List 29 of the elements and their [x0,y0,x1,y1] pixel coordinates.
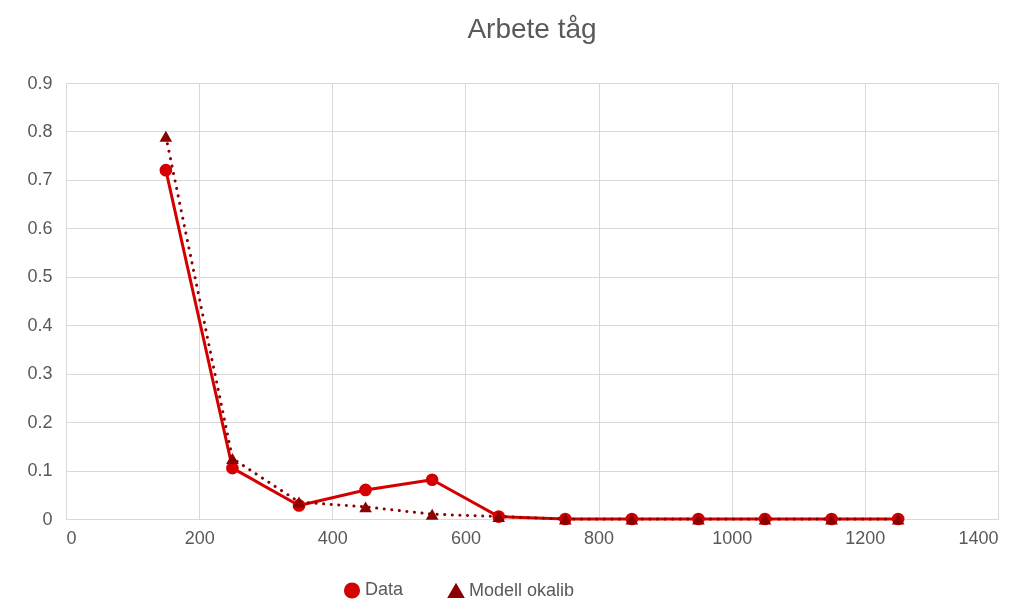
x-tick-label: 600 [450,527,481,548]
y-tick-label: 0.4 [27,314,53,335]
point [359,501,372,513]
y-tick-label: 0.1 [27,460,53,481]
x-tick-label: 1000 [712,527,753,548]
y-tick-label: 0.3 [27,363,53,384]
y-tick-label: 0.9 [27,72,53,93]
point [359,483,372,497]
point [425,473,439,487]
x-tick-label: 0 [66,527,77,548]
x-tick-label: 1200 [845,527,886,548]
point [425,508,439,520]
y-tick-label: 0.7 [27,169,53,190]
point [159,163,173,177]
point [292,496,306,508]
x-tick-label: 200 [184,527,215,548]
point [159,130,173,142]
legend-label: Data [365,579,405,600]
x-tick-label: 1400 [958,527,999,548]
y-tick-label: 0.6 [27,217,53,238]
y-tick-label: 0.5 [27,266,53,287]
y-tick-label: 0.2 [27,411,53,432]
y-tick-label: 0 [42,508,53,529]
chart-title: Arbete tåg [467,13,597,44]
legend-label: Modell okalib [469,579,575,600]
y-tick-label: 0.8 [27,120,53,141]
x-tick-label: 800 [584,527,615,548]
x-tick-label: 400 [317,527,348,548]
point [226,452,239,464]
